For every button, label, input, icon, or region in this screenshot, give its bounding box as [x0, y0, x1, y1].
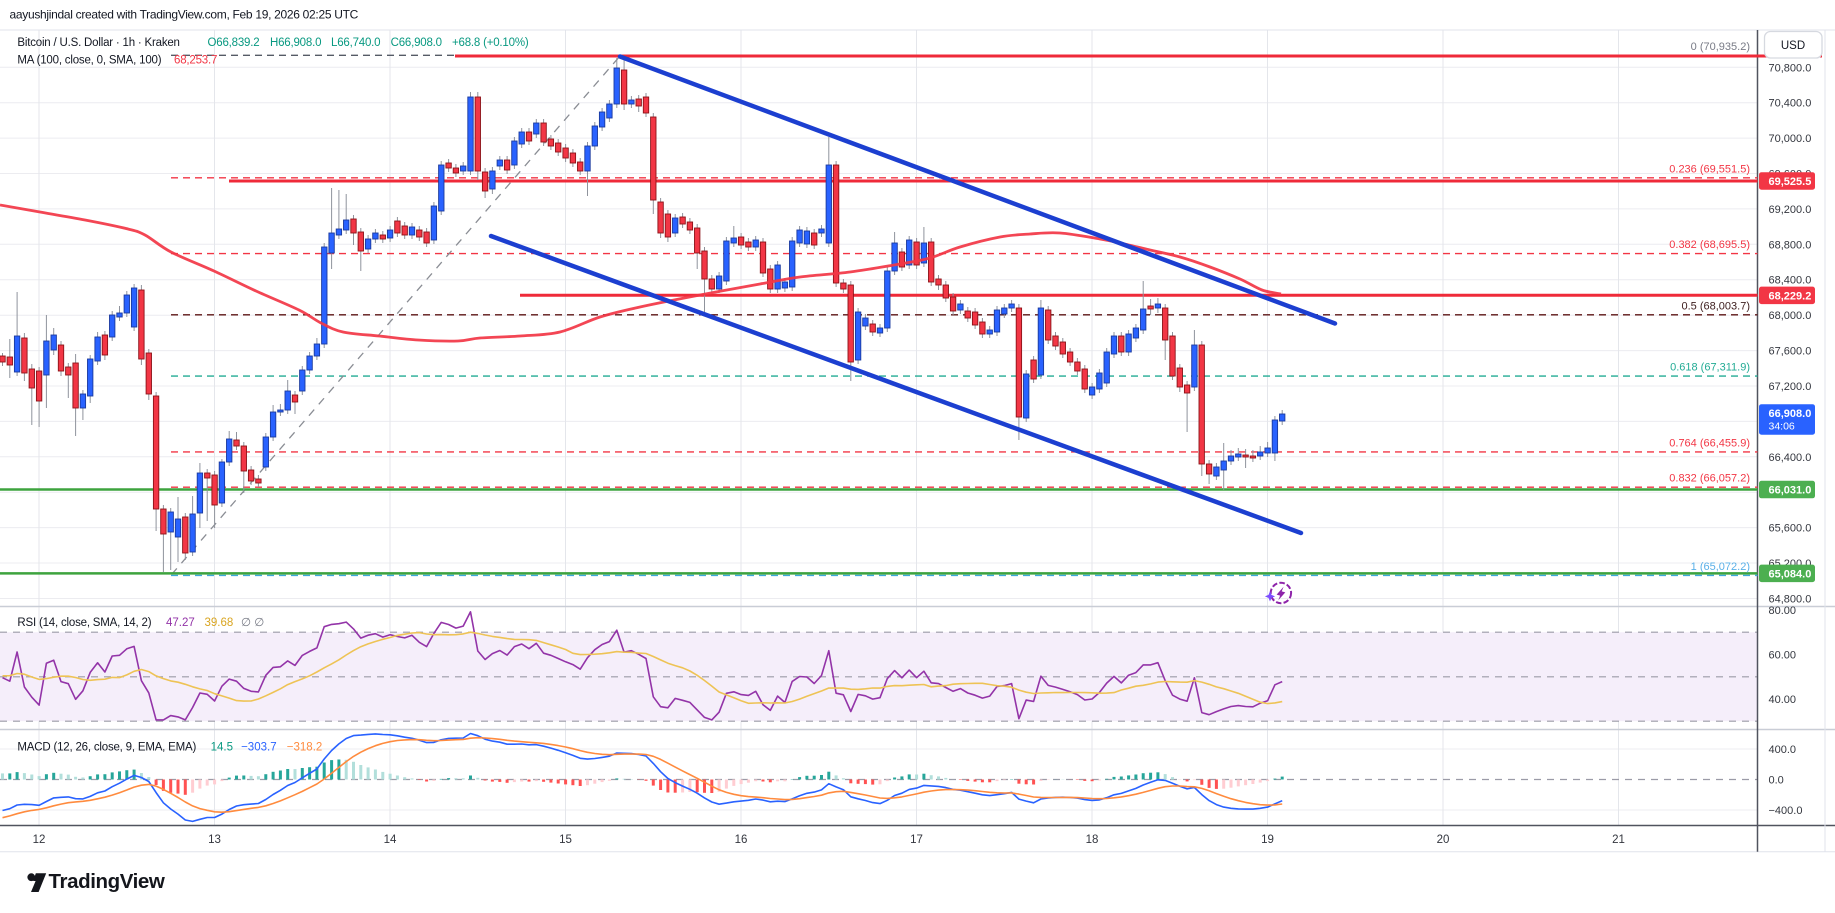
svg-text:80.00: 80.00 — [1769, 605, 1797, 617]
svg-text:47.27: 47.27 — [166, 617, 195, 629]
svg-text:12: 12 — [33, 834, 46, 846]
svg-text:68,400.0: 68,400.0 — [1769, 275, 1812, 287]
svg-text:+68.8 (+0.10%): +68.8 (+0.10%) — [452, 37, 529, 49]
svg-text:Bitcoin / U.S. Dollar · 1h · K: Bitcoin / U.S. Dollar · 1h · Kraken — [17, 37, 179, 49]
svg-text:L66,740.0: L66,740.0 — [331, 37, 380, 49]
svg-text:H66,908.0: H66,908.0 — [270, 37, 321, 49]
svg-text:C66,908.0: C66,908.0 — [391, 37, 442, 49]
svg-text:0.618 (67,311.9): 0.618 (67,311.9) — [1670, 362, 1750, 374]
svg-text:0.764 (66,455.9): 0.764 (66,455.9) — [1669, 437, 1750, 449]
svg-text:40.00: 40.00 — [1769, 694, 1797, 706]
svg-text:67,200.0: 67,200.0 — [1769, 381, 1812, 393]
svg-text:13: 13 — [208, 834, 221, 846]
svg-text:17: 17 — [910, 834, 923, 846]
svg-text:19: 19 — [1261, 834, 1274, 846]
svg-text:MACD (12, 26, close, 9, EMA, E: MACD (12, 26, close, 9, EMA, EMA) — [17, 741, 196, 753]
svg-text:68,229.2: 68,229.2 — [1769, 290, 1812, 302]
svg-text:∅ ∅: ∅ ∅ — [241, 617, 264, 629]
svg-text:69,525.5: 69,525.5 — [1769, 176, 1812, 188]
svg-text:1 (65,072.2): 1 (65,072.2) — [1691, 561, 1750, 573]
svg-text:68,253.7: 68,253.7 — [174, 55, 217, 67]
svg-text:aayushjindal created with Trad: aayushjindal created with TradingView.co… — [10, 8, 359, 22]
svg-text:65,084.0: 65,084.0 — [1769, 568, 1812, 580]
svg-text:69,200.0: 69,200.0 — [1769, 204, 1812, 216]
svg-text:70,400.0: 70,400.0 — [1769, 98, 1812, 110]
svg-text:20: 20 — [1437, 834, 1450, 846]
svg-text:15: 15 — [559, 834, 572, 846]
svg-text:68,000.0: 68,000.0 — [1769, 310, 1812, 322]
svg-text:21: 21 — [1612, 834, 1625, 846]
svg-text:67,600.0: 67,600.0 — [1769, 346, 1812, 358]
svg-text:MA (100, close, 0, SMA, 100): MA (100, close, 0, SMA, 100) — [17, 55, 161, 67]
svg-text:34:06: 34:06 — [1769, 421, 1795, 433]
svg-text:0.382 (68,695.5): 0.382 (68,695.5) — [1669, 239, 1750, 251]
svg-text:TradingView: TradingView — [49, 870, 165, 893]
svg-text:0.236 (69,551.5): 0.236 (69,551.5) — [1669, 163, 1750, 175]
svg-text:O66,839.2: O66,839.2 — [208, 37, 260, 49]
svg-text:400.0: 400.0 — [1769, 744, 1797, 756]
svg-text:65,600.0: 65,600.0 — [1769, 523, 1812, 535]
svg-text:0.832 (66,057.2): 0.832 (66,057.2) — [1669, 473, 1750, 485]
svg-text:RSI (14, close, SMA, 14, 2): RSI (14, close, SMA, 14, 2) — [17, 617, 151, 629]
svg-text:60.00: 60.00 — [1769, 650, 1797, 662]
svg-text:18: 18 — [1086, 834, 1099, 846]
svg-text:0.0: 0.0 — [1769, 775, 1784, 787]
svg-text:0.5 (68,003.7): 0.5 (68,003.7) — [1682, 300, 1751, 312]
svg-text:0 (70,935.2): 0 (70,935.2) — [1691, 41, 1750, 53]
svg-text:16: 16 — [735, 834, 748, 846]
svg-text:14: 14 — [384, 834, 397, 846]
svg-text:68,800.0: 68,800.0 — [1769, 239, 1812, 251]
svg-text:−318.2: −318.2 — [287, 741, 323, 753]
svg-text:−303.7: −303.7 — [241, 741, 277, 753]
svg-text:66,031.0: 66,031.0 — [1769, 485, 1812, 497]
svg-text:70,800.0: 70,800.0 — [1769, 62, 1812, 74]
svg-text:66,400.0: 66,400.0 — [1769, 452, 1812, 464]
svg-text:64,800.0: 64,800.0 — [1769, 594, 1812, 606]
svg-text:39.68: 39.68 — [205, 617, 234, 629]
svg-text:−400.0: −400.0 — [1769, 805, 1803, 817]
svg-text:USD: USD — [1781, 40, 1805, 52]
svg-text:70,000.0: 70,000.0 — [1769, 133, 1812, 145]
svg-text:14.5: 14.5 — [211, 741, 233, 753]
svg-text:66,908.0: 66,908.0 — [1769, 408, 1812, 420]
